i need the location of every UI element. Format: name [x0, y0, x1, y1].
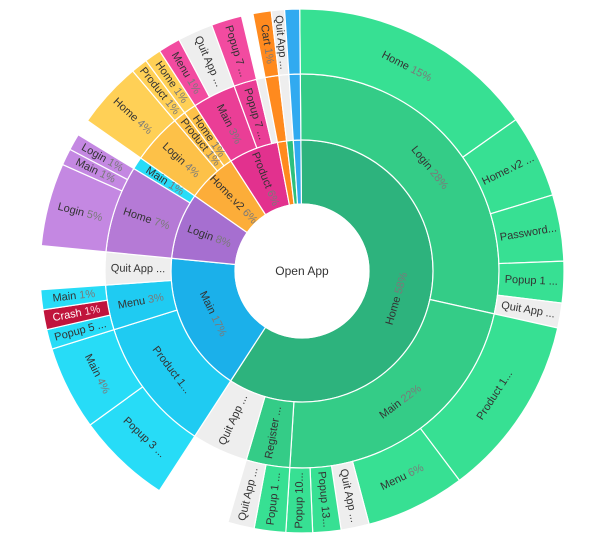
center-circle[interactable]: [234, 203, 370, 339]
segment-popup-10-a2e[interactable]: [285, 466, 314, 534]
segment-segment-h1a[interactable]: [283, 8, 301, 76]
center-label: Open App: [275, 264, 329, 278]
sunburst-segments: [40, 8, 565, 534]
